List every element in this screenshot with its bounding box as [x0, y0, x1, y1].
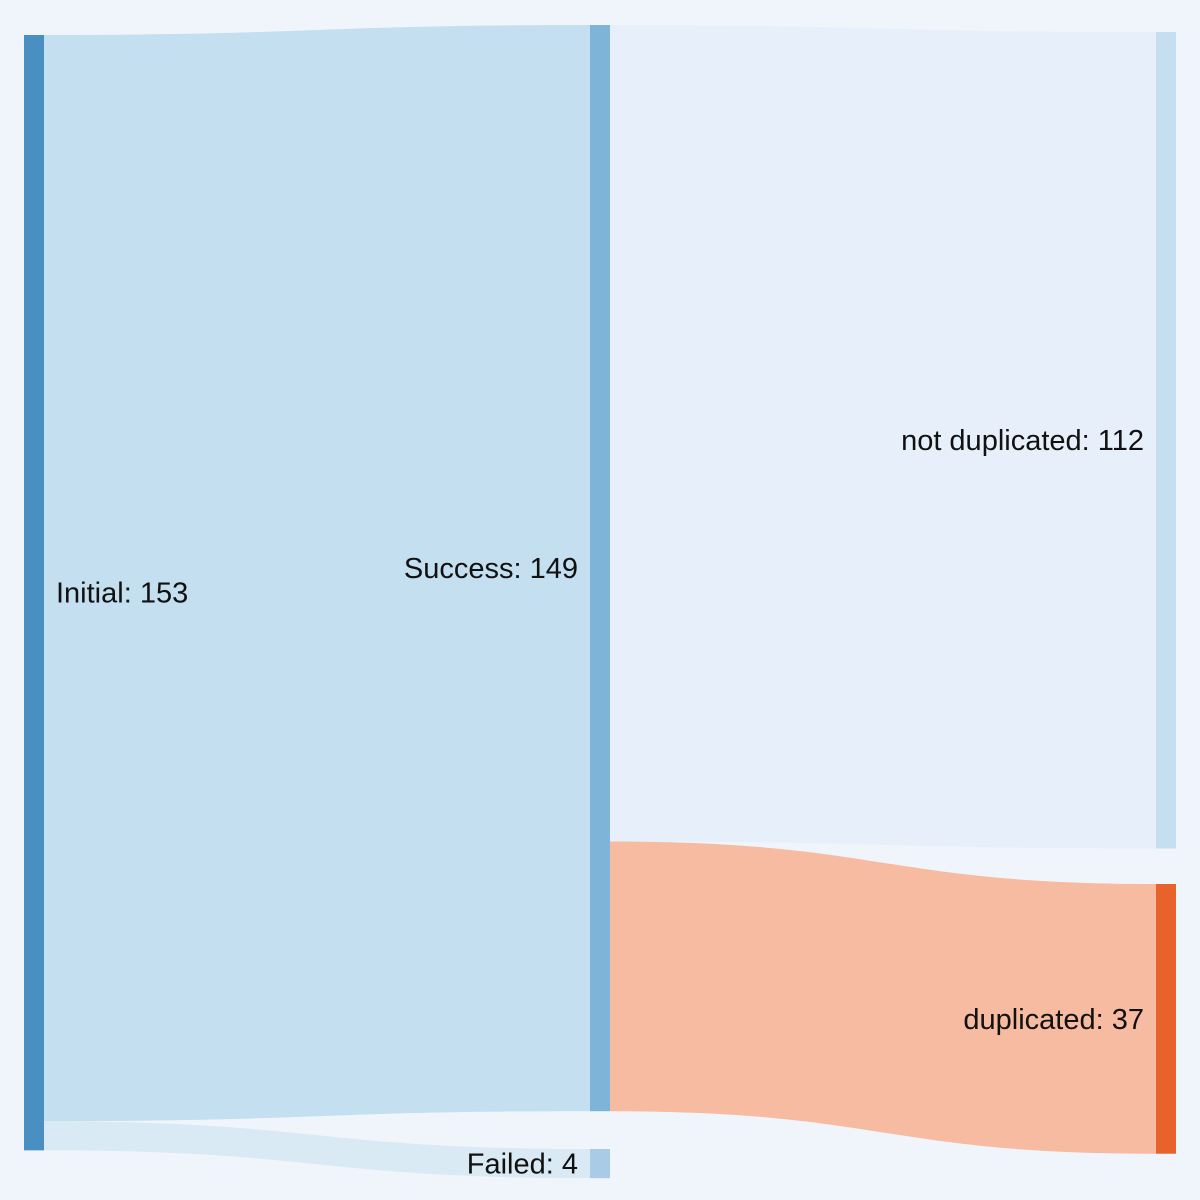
- node-label-initial: Initial: 153: [56, 578, 188, 610]
- link-success-to-duplicated: [610, 841, 1156, 1154]
- node-failed: [590, 1149, 610, 1179]
- nodes-layer: [24, 25, 1176, 1179]
- node-initial: [24, 35, 44, 1151]
- node-success: [590, 25, 610, 1112]
- links-layer: [44, 25, 1156, 1179]
- node-label-success: Success: 149: [404, 553, 578, 585]
- link-initial-to-failed: [44, 1121, 590, 1179]
- labels-layer: Initial: 153 Success: 149 Failed: 4 not dup…: [56, 425, 1144, 1180]
- node-label-not-duplicated: not duplicated: 112: [901, 425, 1144, 457]
- link-success-to-not_duplicated: [610, 25, 1156, 849]
- node-label-duplicated: duplicated: 37: [963, 1004, 1144, 1036]
- node-label-failed: Failed: 4: [467, 1149, 578, 1181]
- node-duplicated: [1156, 884, 1176, 1154]
- node-not-duplicated: [1156, 32, 1176, 849]
- link-initial-to-success: [44, 25, 590, 1122]
